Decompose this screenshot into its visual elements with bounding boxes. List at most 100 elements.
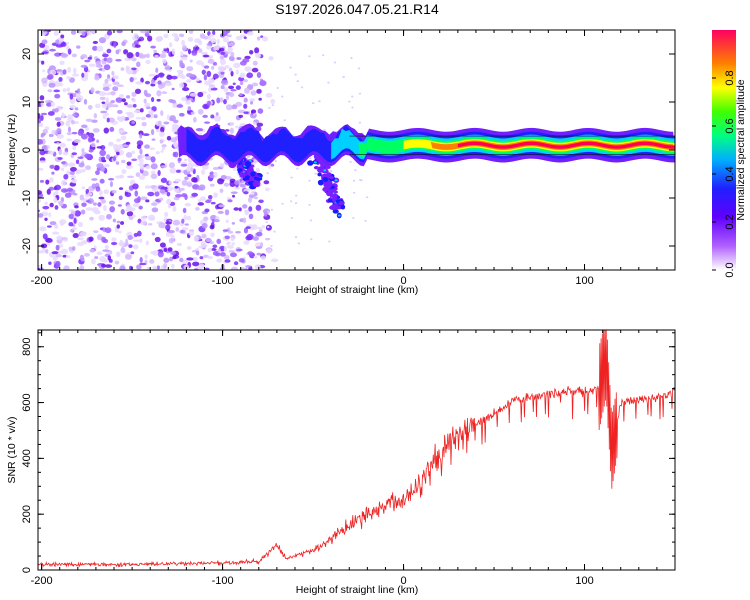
spectrogram-noise-cell bbox=[159, 197, 164, 201]
spectrogram-noise-cell bbox=[145, 59, 151, 64]
spectrogram-noise-cell bbox=[188, 30, 194, 34]
spectrogram-noise-cell bbox=[181, 193, 188, 198]
spectrogram-noise-cell bbox=[123, 102, 128, 106]
spectrogram-noise-cell bbox=[212, 166, 219, 171]
spectrogram-noise-cell bbox=[88, 63, 96, 67]
spectrogram-streak-cell bbox=[340, 204, 346, 210]
spectrogram-noise-cell bbox=[271, 104, 275, 107]
spectrogram-noise-cell bbox=[81, 148, 85, 153]
spectrogram-noise-cell bbox=[91, 258, 96, 265]
spectrogram-noise-cell bbox=[209, 85, 215, 89]
spectrogram-noise-cell bbox=[251, 109, 257, 114]
spectrogram-noise-cell bbox=[153, 114, 158, 119]
spectrogram-noise-cell bbox=[53, 164, 60, 171]
spectrogram-noise-cell bbox=[106, 48, 112, 54]
spectrogram-noise-cell bbox=[289, 66, 292, 69]
spectrogram-noise-cell bbox=[224, 254, 230, 260]
spectrogram-noise-cell bbox=[224, 259, 231, 263]
spectrogram-noise-cell bbox=[166, 135, 172, 141]
spectrogram-noise-cell bbox=[83, 98, 88, 105]
spectrogram-noise-cell bbox=[190, 111, 195, 115]
spectrogram-noise-cell bbox=[42, 69, 46, 73]
spectrogram-noise-cell bbox=[58, 200, 64, 207]
spectrogram-noise-cell bbox=[213, 115, 221, 122]
spectrogram-noise-cell bbox=[38, 123, 44, 128]
spectrogram-streak-cell bbox=[324, 183, 330, 187]
spectrogram-noise-cell bbox=[195, 127, 204, 132]
spectrogram-noise-cell bbox=[251, 82, 259, 87]
spectrogram-noise-cell bbox=[38, 198, 42, 203]
spectrogram-noise-cell bbox=[151, 138, 156, 141]
spectrogram-noise-cell bbox=[239, 183, 246, 188]
spectrogram-noise-cell bbox=[220, 51, 226, 55]
spectrogram-noise-cell bbox=[116, 151, 120, 156]
spectrogram-noise-cell bbox=[238, 114, 244, 118]
spectrogram-noise-cell bbox=[206, 70, 212, 78]
spectrogram-noise-cell bbox=[312, 102, 315, 105]
spectrogram-noise-cell bbox=[103, 189, 110, 195]
spectrogram-noise-cell bbox=[207, 247, 212, 253]
spectrogram-noise-cell bbox=[270, 163, 275, 167]
spectrogram-noise-cell bbox=[93, 202, 97, 206]
spectrogram-noise-cell bbox=[96, 234, 103, 241]
spectrogram-noise-cell bbox=[105, 154, 111, 160]
spectrogram-noise-cell bbox=[102, 83, 108, 88]
spectrogram-noise-cell bbox=[76, 241, 85, 246]
spectrogram-noise-cell bbox=[155, 67, 159, 73]
spectrogram-noise-cell bbox=[160, 110, 164, 117]
spectrogram-noise-cell bbox=[150, 78, 155, 84]
spectrogram-noise-cell bbox=[76, 169, 83, 174]
spectrogram-noise-cell bbox=[110, 241, 118, 246]
spectrogram-marks bbox=[38, 30, 675, 270]
spectrogram-noise-cell bbox=[258, 199, 264, 204]
spectrogram-noise-cell bbox=[186, 73, 193, 78]
spectrogram-noise-cell bbox=[44, 201, 48, 205]
spectrogram-y-tick-label: 10 bbox=[21, 96, 33, 108]
spectrogram-streak-cell bbox=[248, 167, 254, 172]
spectrogram-noise-cell bbox=[219, 188, 224, 193]
spectrogram-noise-cell bbox=[99, 149, 107, 157]
spectrogram-noise-cell bbox=[96, 163, 104, 169]
spectrogram-noise-cell bbox=[243, 79, 248, 83]
spectrogram-noise-cell bbox=[156, 265, 160, 270]
spectrogram-noise-cell bbox=[48, 48, 57, 52]
spectrogram-noise-cell bbox=[211, 248, 217, 251]
spectrogram-noise-cell bbox=[108, 78, 112, 81]
spectrogram-noise-cell bbox=[97, 202, 102, 207]
spectrogram-noise-cell bbox=[201, 222, 208, 229]
spectrogram-noise-cell bbox=[119, 265, 126, 270]
spectrogram-streak-cell bbox=[244, 160, 252, 167]
spectrogram-noise-cell bbox=[208, 77, 215, 84]
spectrogram-noise-cell bbox=[211, 219, 215, 223]
spectrogram-noise-cell bbox=[55, 253, 62, 258]
spectrogram-noise-cell bbox=[119, 187, 124, 190]
spectrogram-noise-cell bbox=[188, 98, 193, 101]
spectrogram-noise-cell bbox=[101, 101, 106, 105]
spectrogram-noise-cell bbox=[66, 76, 71, 80]
spectrogram-noise-cell bbox=[59, 142, 66, 148]
spectrogram-noise-cell bbox=[191, 192, 199, 197]
spectrogram-noise-cell bbox=[219, 58, 226, 66]
spectrogram-noise-cell bbox=[182, 87, 190, 92]
spectrogram-noise-cell bbox=[145, 114, 151, 118]
spectrogram-noise-cell bbox=[183, 214, 187, 221]
spectrogram-noise-cell bbox=[54, 108, 59, 113]
snr-y-ticks: 0 200 400 600 800 bbox=[21, 332, 675, 573]
spectrogram-noise-cell bbox=[151, 106, 157, 112]
spectrogram-noise-cell bbox=[181, 45, 187, 51]
spectrogram-noise-cell bbox=[235, 35, 243, 41]
spectrogram-noise-cell bbox=[205, 238, 212, 243]
spectrogram-noise-cell bbox=[56, 121, 61, 127]
spectrogram-noise-cell bbox=[112, 86, 119, 92]
spectrogram-noise-cell bbox=[210, 114, 215, 119]
spectrogram-noise-cell bbox=[235, 101, 243, 107]
spectrogram-noise-cell bbox=[101, 156, 106, 162]
spectrogram-noise-cell bbox=[266, 172, 269, 175]
spectrogram-streak-cell bbox=[307, 160, 314, 166]
spectrogram-noise-cell bbox=[228, 250, 235, 253]
spectrogram-noise-cell bbox=[256, 72, 262, 78]
spectrogram-streak-cell bbox=[322, 186, 330, 192]
spectrogram-noise-cell bbox=[56, 235, 63, 241]
spectrogram-noise-cell bbox=[132, 203, 140, 208]
spectrogram-noise-cell bbox=[137, 163, 145, 167]
